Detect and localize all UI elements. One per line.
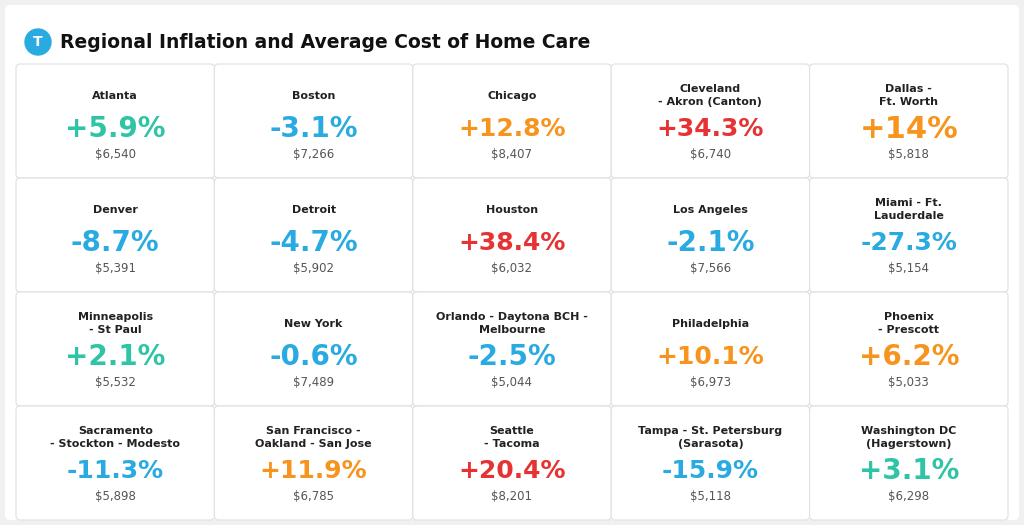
- Text: Chicago: Chicago: [487, 90, 537, 101]
- Text: $5,033: $5,033: [889, 376, 929, 390]
- Text: $6,785: $6,785: [293, 490, 334, 503]
- Text: $5,118: $5,118: [690, 490, 731, 503]
- FancyBboxPatch shape: [611, 178, 810, 292]
- Text: +38.4%: +38.4%: [459, 232, 565, 256]
- FancyBboxPatch shape: [611, 292, 810, 406]
- Text: Philadelphia: Philadelphia: [672, 319, 749, 329]
- FancyBboxPatch shape: [413, 64, 611, 178]
- Text: +20.4%: +20.4%: [459, 459, 565, 484]
- Text: $6,973: $6,973: [690, 376, 731, 390]
- Text: +10.1%: +10.1%: [656, 345, 764, 370]
- Circle shape: [25, 29, 51, 55]
- Text: $7,266: $7,266: [293, 149, 334, 161]
- FancyBboxPatch shape: [214, 178, 413, 292]
- Text: $5,898: $5,898: [95, 490, 135, 503]
- FancyBboxPatch shape: [16, 292, 214, 406]
- FancyBboxPatch shape: [611, 64, 810, 178]
- Text: Los Angeles: Los Angeles: [673, 205, 748, 215]
- Text: $7,489: $7,489: [293, 376, 334, 390]
- Text: $8,407: $8,407: [492, 149, 532, 161]
- Text: T: T: [33, 35, 43, 49]
- FancyBboxPatch shape: [16, 178, 214, 292]
- Text: +3.1%: +3.1%: [858, 457, 959, 486]
- FancyBboxPatch shape: [810, 292, 1008, 406]
- Text: $6,540: $6,540: [94, 149, 136, 161]
- FancyBboxPatch shape: [16, 64, 214, 178]
- FancyBboxPatch shape: [214, 64, 413, 178]
- Text: +6.2%: +6.2%: [858, 343, 959, 372]
- Text: $5,902: $5,902: [293, 262, 334, 276]
- Text: -4.7%: -4.7%: [269, 229, 358, 257]
- Text: San Francisco -
Oakland - San Jose: San Francisco - Oakland - San Jose: [255, 426, 372, 449]
- Text: $7,566: $7,566: [690, 262, 731, 276]
- Text: Regional Inflation and Average Cost of Home Care: Regional Inflation and Average Cost of H…: [60, 33, 591, 51]
- Text: $5,044: $5,044: [492, 376, 532, 390]
- Text: Dallas -
Ft. Worth: Dallas - Ft. Worth: [880, 85, 938, 107]
- FancyBboxPatch shape: [5, 5, 1019, 520]
- Text: -27.3%: -27.3%: [860, 232, 957, 256]
- FancyBboxPatch shape: [810, 406, 1008, 520]
- Text: Washington DC
(Hagerstown): Washington DC (Hagerstown): [861, 426, 956, 449]
- Text: Sacramento
- Stockton - Modesto: Sacramento - Stockton - Modesto: [50, 426, 180, 449]
- Text: $6,298: $6,298: [888, 490, 930, 503]
- Text: Denver: Denver: [93, 205, 137, 215]
- Text: Minneapolis
- St Paul: Minneapolis - St Paul: [78, 312, 153, 335]
- Text: Phoenix
- Prescott: Phoenix - Prescott: [879, 312, 939, 335]
- Text: -3.1%: -3.1%: [269, 116, 357, 143]
- Text: $5,391: $5,391: [94, 262, 136, 276]
- Text: Atlanta: Atlanta: [92, 90, 138, 101]
- Text: +14%: +14%: [859, 115, 958, 144]
- FancyBboxPatch shape: [413, 178, 611, 292]
- Text: -2.5%: -2.5%: [468, 343, 556, 372]
- Text: New York: New York: [285, 319, 343, 329]
- Text: Miami - Ft.
Lauderdale: Miami - Ft. Lauderdale: [873, 198, 944, 220]
- Text: $8,201: $8,201: [492, 490, 532, 503]
- Text: Tampa - St. Petersburg
(Sarasota): Tampa - St. Petersburg (Sarasota): [638, 426, 782, 449]
- Text: -0.6%: -0.6%: [269, 343, 358, 372]
- Text: Boston: Boston: [292, 90, 335, 101]
- FancyBboxPatch shape: [810, 64, 1008, 178]
- FancyBboxPatch shape: [611, 406, 810, 520]
- Text: -15.9%: -15.9%: [662, 459, 759, 484]
- FancyBboxPatch shape: [810, 178, 1008, 292]
- FancyBboxPatch shape: [413, 406, 611, 520]
- Text: -11.3%: -11.3%: [67, 459, 164, 484]
- FancyBboxPatch shape: [16, 406, 214, 520]
- Text: $5,818: $5,818: [889, 149, 929, 161]
- FancyBboxPatch shape: [214, 292, 413, 406]
- FancyBboxPatch shape: [214, 406, 413, 520]
- Text: -2.1%: -2.1%: [667, 229, 755, 257]
- Text: +11.9%: +11.9%: [260, 459, 368, 484]
- Text: +12.8%: +12.8%: [459, 118, 565, 141]
- Text: +5.9%: +5.9%: [65, 116, 166, 143]
- Text: $5,532: $5,532: [95, 376, 135, 390]
- Text: Detroit: Detroit: [292, 205, 336, 215]
- Text: $5,154: $5,154: [888, 262, 930, 276]
- Text: $6,032: $6,032: [492, 262, 532, 276]
- Text: Orlando - Daytona BCH -
Melbourne: Orlando - Daytona BCH - Melbourne: [436, 312, 588, 335]
- Text: +2.1%: +2.1%: [65, 343, 166, 372]
- Text: -8.7%: -8.7%: [71, 229, 160, 257]
- Text: +34.3%: +34.3%: [656, 118, 764, 141]
- Text: $6,740: $6,740: [690, 149, 731, 161]
- Text: Houston: Houston: [486, 205, 538, 215]
- Text: Cleveland
- Akron (Canton): Cleveland - Akron (Canton): [658, 85, 762, 107]
- Text: Seattle
- Tacoma: Seattle - Tacoma: [484, 426, 540, 449]
- FancyBboxPatch shape: [413, 292, 611, 406]
